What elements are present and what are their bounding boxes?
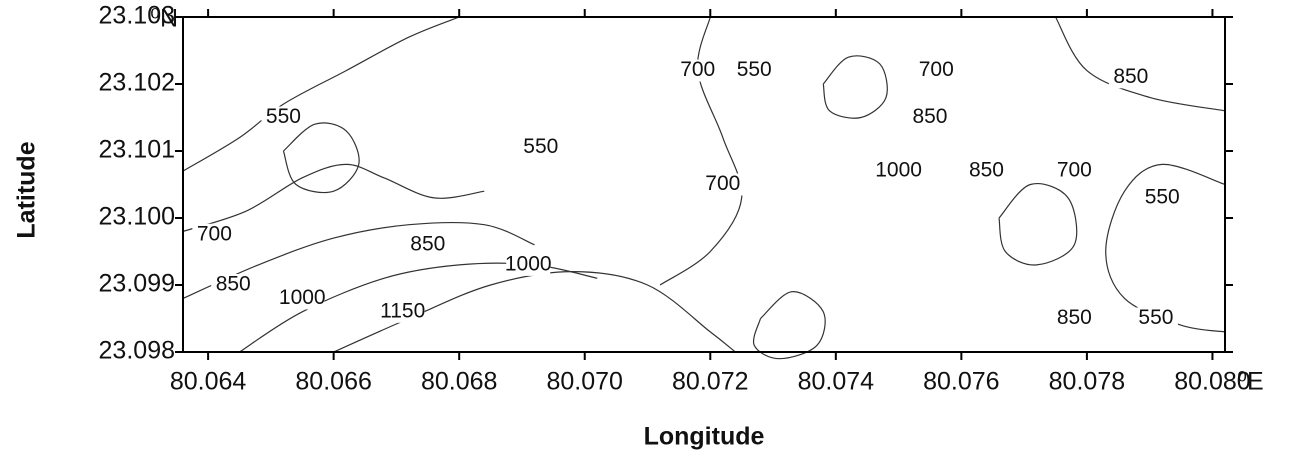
contour-label: 1000: [875, 159, 922, 182]
contour-label: 1000: [279, 286, 326, 309]
contour-label-bg: [1140, 186, 1185, 209]
x-tick-label: 80.072: [672, 368, 748, 396]
contour-label-bg: [700, 173, 745, 196]
contour-label-bg: [1052, 307, 1097, 330]
x-unit: ⁰E: [1237, 368, 1264, 396]
contour-line: [182, 221, 535, 299]
contour-line: [282, 122, 360, 194]
contour-label-bg: [1052, 160, 1097, 183]
contour-label: 700: [197, 222, 232, 245]
y-tick-label: 23.102: [99, 69, 175, 97]
x-tick-label: 80.066: [295, 368, 371, 396]
contour-label-bg: [405, 233, 450, 256]
x-tick-label: 80.068: [421, 368, 497, 396]
x-tick-label: 80.076: [923, 368, 999, 396]
y-tick-label: 23.099: [99, 270, 175, 298]
contour-label-bg: [964, 160, 1009, 183]
contour-label: 700: [680, 58, 715, 81]
y-tick-label: 23.098: [99, 337, 175, 365]
contour-label: 550: [737, 58, 772, 81]
contour-label-bg: [914, 59, 959, 82]
contour-label-bg: [518, 136, 563, 159]
contour-label: 550: [1138, 306, 1173, 329]
contour-label: 700: [705, 172, 740, 195]
y-axis-title: Latitude: [13, 141, 41, 238]
contour-label: 850: [1113, 65, 1148, 88]
x-tick-label: 80.078: [1049, 368, 1125, 396]
contour-label-bg: [1133, 307, 1178, 330]
contour-label: 550: [1145, 185, 1180, 208]
contour-label-bg: [380, 300, 425, 323]
contour-label: 1000: [505, 252, 552, 275]
y-unit: ⁰N: [150, 5, 178, 33]
contour-label: 1150: [380, 299, 425, 322]
contour-label: 850: [410, 232, 445, 255]
contour-label-bg: [876, 160, 921, 183]
x-tick-label: 80.070: [547, 368, 623, 396]
y-tick-label: 23.100: [99, 203, 175, 231]
contour-line: [752, 291, 826, 360]
contour-label-bg: [675, 59, 720, 82]
y-tick-label: 23.103: [99, 2, 175, 30]
contour-label-bg: [192, 223, 237, 246]
contour-label-bg: [907, 106, 952, 129]
contour-label: 850: [969, 159, 1004, 182]
contour-label: 850: [912, 105, 947, 128]
contour-label: 850: [1057, 306, 1092, 329]
contour-label: 550: [266, 105, 301, 128]
contour-label: 700: [919, 58, 954, 81]
x-tick-label: 80.080: [1174, 368, 1250, 396]
contour-label-bg: [506, 253, 551, 276]
contour-line: [998, 183, 1078, 266]
contour-line: [182, 163, 485, 232]
contour-label-bg: [261, 106, 306, 129]
x-tick-label: 80.074: [798, 368, 875, 396]
contour-line: [1105, 163, 1226, 333]
x-tick-label: 80.064: [170, 368, 247, 396]
contour-label: 700: [1057, 159, 1092, 182]
contour-label-bg: [732, 59, 777, 82]
contour-line: [822, 55, 888, 119]
contour-label: 850: [216, 273, 251, 296]
contour-label-bg: [1108, 66, 1153, 89]
contour-label: 550: [523, 135, 558, 158]
contour-label-bg: [211, 274, 256, 296]
y-tick-label: 23.101: [99, 136, 175, 164]
contour-label-bg: [280, 287, 325, 310]
contour-line: [182, 16, 460, 172]
plot-frame: [182, 16, 1226, 353]
x-axis-title: Longitude: [644, 423, 765, 451]
